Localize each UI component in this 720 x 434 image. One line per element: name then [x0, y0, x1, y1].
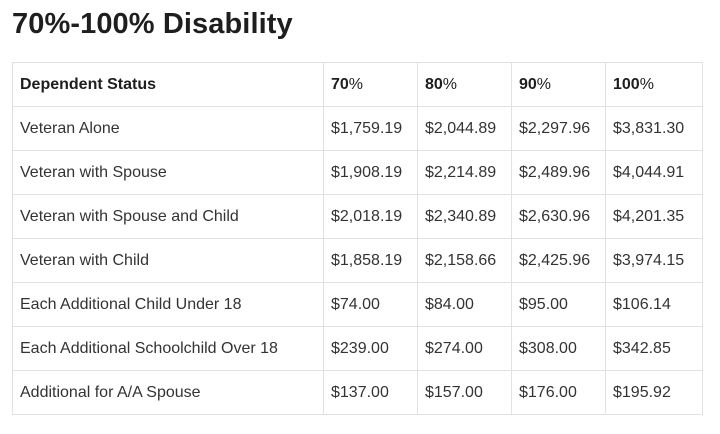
table-row: Additional for A/A Spouse $137.00 $157.0… [12, 370, 703, 415]
rate-100-cell: $4,201.35 [605, 194, 703, 239]
table-header-row: Dependent Status 70% 80% 90% 100% [12, 62, 703, 107]
rate-90-cell: $95.00 [511, 282, 606, 327]
rate-90-cell: $176.00 [511, 370, 606, 415]
rate-80-cell: $84.00 [417, 282, 512, 327]
rate-80-cell: $157.00 [417, 370, 512, 415]
header-80-symbol: % [442, 75, 458, 93]
rate-100-cell: $342.85 [605, 326, 703, 371]
rate-90-cell: $2,425.96 [511, 238, 606, 283]
table-row: Veteran with Spouse $1,908.19 $2,214.89 … [12, 150, 703, 195]
rate-100-cell: $4,044.91 [605, 150, 703, 195]
table-row: Veteran with Spouse and Child $2,018.19 … [12, 194, 703, 239]
rate-70-cell: $239.00 [323, 326, 418, 371]
dependent-status-cell: Additional for A/A Spouse [12, 370, 324, 415]
header-dependent-status: Dependent Status [12, 62, 324, 107]
header-70-percent: 70% [323, 62, 418, 107]
table-row: Each Additional Child Under 18 $74.00 $8… [12, 282, 703, 327]
header-90-percent: 90% [511, 62, 606, 107]
disability-rates-table-container: Dependent Status 70% 80% 90% 100% Vetera… [12, 62, 703, 415]
rate-90-cell: $308.00 [511, 326, 606, 371]
header-80-percent: 80% [417, 62, 512, 107]
rate-100-cell: $106.14 [605, 282, 703, 327]
header-80-number: 80 [425, 75, 443, 93]
dependent-status-cell: Veteran with Spouse and Child [12, 194, 324, 239]
dependent-status-cell: Veteran with Child [12, 238, 324, 283]
dependent-status-cell: Veteran Alone [12, 106, 324, 151]
header-100-percent: 100% [605, 62, 703, 107]
rate-90-cell: $2,489.96 [511, 150, 606, 195]
header-90-number: 90 [519, 75, 537, 93]
rate-70-cell: $1,858.19 [323, 238, 418, 283]
rate-100-cell: $3,974.15 [605, 238, 703, 283]
rate-80-cell: $2,340.89 [417, 194, 512, 239]
rate-90-cell: $2,630.96 [511, 194, 606, 239]
rate-80-cell: $2,214.89 [417, 150, 512, 195]
table-row: Each Additional Schoolchild Over 18 $239… [12, 326, 703, 371]
page-title: 70%-100% Disability [12, 8, 293, 40]
table-row: Veteran with Child $1,858.19 $2,158.66 $… [12, 238, 703, 283]
rate-90-cell: $2,297.96 [511, 106, 606, 151]
header-100-number: 100 [613, 75, 640, 93]
rate-70-cell: $74.00 [323, 282, 418, 327]
rate-80-cell: $2,044.89 [417, 106, 512, 151]
rate-70-cell: $1,908.19 [323, 150, 418, 195]
table-row: Veteran Alone $1,759.19 $2,044.89 $2,297… [12, 106, 703, 151]
rate-100-cell: $195.92 [605, 370, 703, 415]
dependent-status-cell: Each Additional Child Under 18 [12, 282, 324, 327]
rate-70-cell: $137.00 [323, 370, 418, 415]
rate-80-cell: $2,158.66 [417, 238, 512, 283]
header-70-symbol: % [348, 75, 364, 93]
dependent-status-cell: Veteran with Spouse [12, 150, 324, 195]
rate-80-cell: $274.00 [417, 326, 512, 371]
header-90-symbol: % [536, 75, 552, 93]
rate-100-cell: $3,831.30 [605, 106, 703, 151]
disability-rates-table: Dependent Status 70% 80% 90% 100% Vetera… [12, 62, 703, 415]
header-100-symbol: % [639, 75, 654, 93]
rate-70-cell: $2,018.19 [323, 194, 418, 239]
rate-70-cell: $1,759.19 [323, 106, 418, 151]
header-70-number: 70 [331, 75, 349, 93]
dependent-status-cell: Each Additional Schoolchild Over 18 [12, 326, 324, 371]
